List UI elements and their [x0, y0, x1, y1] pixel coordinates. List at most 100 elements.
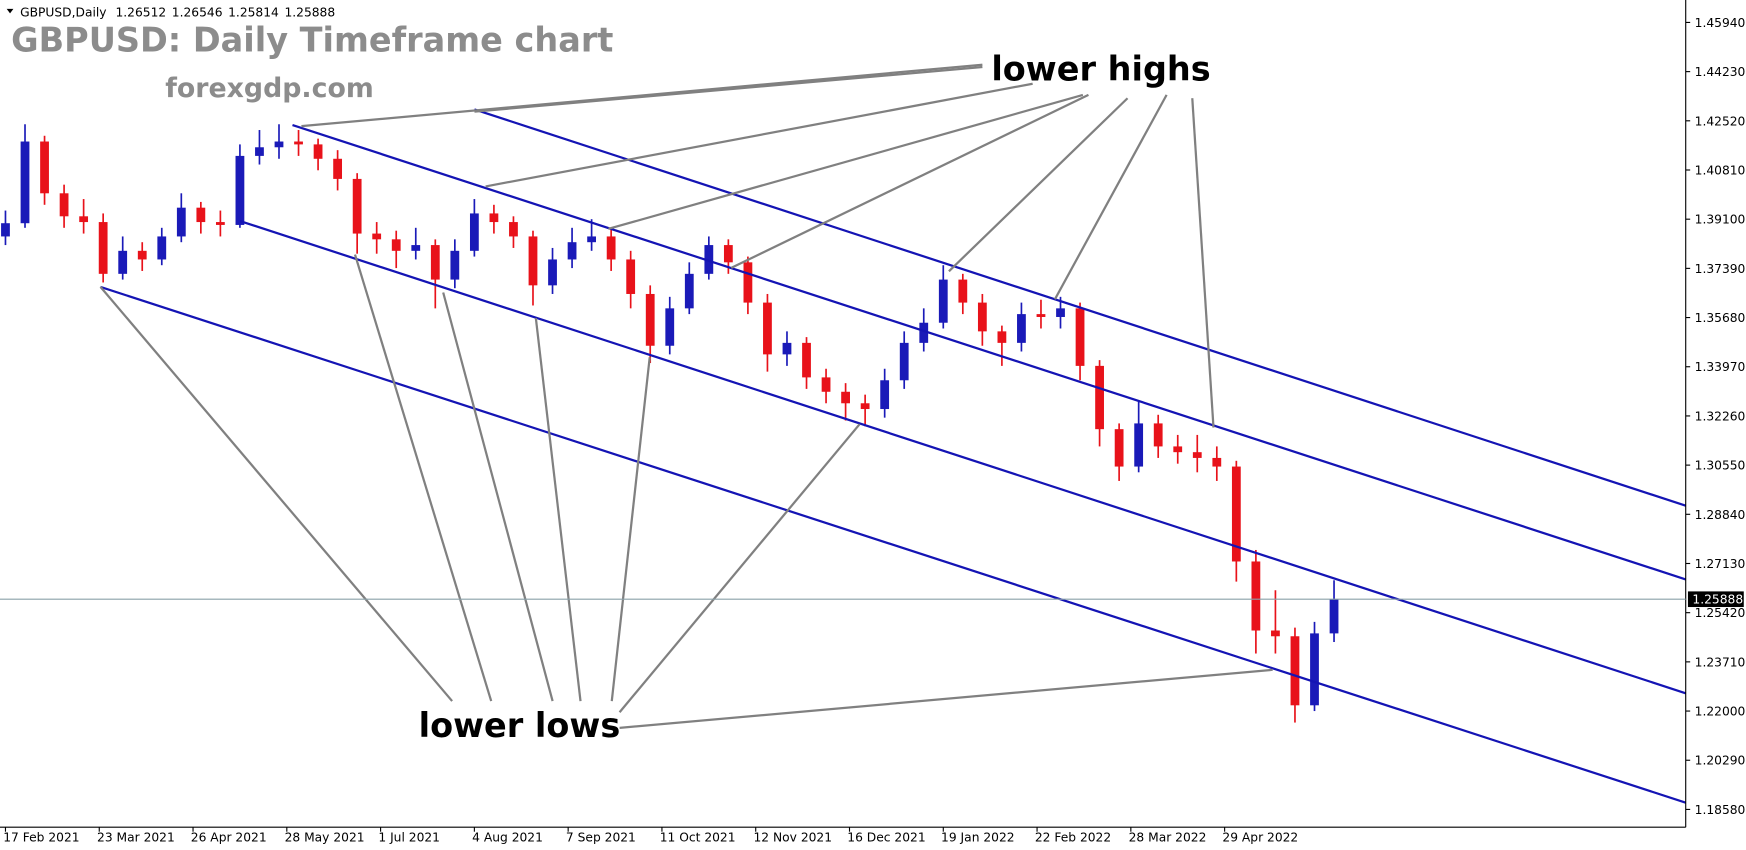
y-tick-label: 1.45940 — [1695, 16, 1746, 30]
candle-body — [606, 236, 616, 260]
y-tick-label: 1.22000 — [1695, 705, 1746, 719]
candle-body — [59, 193, 69, 217]
y-tick-label: 1.35680 — [1695, 311, 1746, 325]
candle-body — [645, 293, 655, 346]
candle-body — [880, 380, 890, 410]
x-tick-label: 28 May 2021 — [285, 831, 365, 845]
pointer — [619, 668, 1273, 729]
candle-body — [567, 242, 577, 260]
candle-body — [411, 245, 421, 251]
candle-body — [1153, 423, 1163, 447]
y-tick-label: 1.25420 — [1695, 606, 1746, 620]
candle-body — [1251, 561, 1261, 631]
price-label-box — [1687, 591, 1744, 608]
pointer — [608, 93, 1084, 230]
high: 1.26546 — [172, 6, 223, 20]
candle-body — [333, 158, 343, 179]
y-tick-label: 1.42520 — [1695, 114, 1746, 128]
annotation: lower highs — [991, 49, 1210, 88]
candle-body — [20, 141, 30, 224]
candle-body — [157, 236, 167, 260]
pointer — [474, 65, 983, 113]
candle-body — [1095, 365, 1104, 430]
candle-body — [352, 178, 362, 234]
candle-body — [821, 377, 831, 392]
candle-body — [118, 250, 128, 274]
pointer — [301, 63, 983, 128]
pointer — [948, 97, 1129, 273]
candle-body — [255, 147, 264, 156]
candle-body — [1231, 466, 1241, 562]
candle-body — [372, 233, 382, 240]
candle-body — [391, 239, 401, 251]
candle-body — [1192, 452, 1202, 458]
candle-body — [665, 308, 675, 346]
candle-body — [1134, 423, 1144, 467]
candle-body — [1075, 308, 1085, 366]
channel-line — [100, 285, 1687, 804]
candle-body — [802, 342, 811, 378]
candle-body — [919, 322, 929, 343]
candle-body — [274, 141, 284, 148]
y-tick-label: 1.39100 — [1695, 213, 1746, 227]
x-tick-label: 7 Sep 2021 — [566, 831, 636, 845]
candle-body — [528, 236, 538, 286]
pointer — [1191, 98, 1215, 428]
x-tick-label: 29 Apr 2022 — [1222, 831, 1298, 845]
close: 1.25888 — [284, 6, 335, 20]
candle-body — [743, 262, 753, 303]
candle-body — [763, 302, 772, 355]
channel-line — [239, 219, 1687, 695]
x-tick-label: 16 Dec 2021 — [847, 831, 925, 845]
y-tick-label: 1.40810 — [1695, 163, 1746, 177]
pointer — [730, 93, 1089, 269]
candle-body — [977, 302, 987, 332]
price-label: 1.25888 — [1692, 593, 1743, 607]
y-tick-label: 1.32260 — [1695, 409, 1746, 423]
candle-body — [1290, 636, 1300, 706]
candle-body — [1271, 630, 1280, 637]
annotation-pointers — [99, 63, 1273, 729]
candle-body — [313, 144, 323, 159]
y-tick-label: 1.30550 — [1695, 459, 1746, 473]
candle-body — [548, 259, 557, 286]
pointer — [442, 292, 554, 702]
candle-body — [489, 213, 499, 223]
candle-body — [704, 245, 714, 274]
candle-body — [958, 279, 968, 303]
candle-body — [1, 223, 10, 237]
candle-body — [1114, 429, 1124, 467]
chart-subtitle: forexgdp.com — [165, 73, 374, 104]
x-tick-label: 17 Feb 2021 — [3, 831, 79, 845]
candle-body — [137, 250, 147, 260]
y-tick-label: 1.20290 — [1695, 754, 1746, 768]
candle-body — [938, 279, 948, 323]
candle-body — [1056, 308, 1065, 317]
candle-body — [684, 273, 694, 309]
candle-body — [723, 245, 733, 263]
annotation: lower lows — [419, 706, 621, 745]
x-tick-label: 11 Oct 2021 — [660, 831, 736, 845]
pointer — [353, 254, 493, 702]
candle-body — [899, 342, 909, 381]
y-tick-label: 1.37390 — [1695, 262, 1746, 276]
candle-body — [176, 207, 186, 237]
plot — [1, 124, 1339, 723]
candle-body — [79, 216, 89, 223]
candle-body — [1017, 314, 1026, 343]
candle-body — [587, 236, 596, 243]
candle-body — [1310, 633, 1319, 706]
candle-body — [430, 245, 440, 280]
menu-arrow[interactable] — [6, 8, 14, 14]
pointer — [485, 82, 1033, 188]
channel-line — [292, 123, 1687, 581]
pointer — [534, 318, 582, 702]
x-tick-label: 12 Nov 2021 — [753, 831, 832, 845]
candle-body — [626, 259, 636, 294]
candle-body — [294, 141, 303, 145]
candle-body — [1212, 457, 1222, 467]
candle-body — [215, 222, 225, 225]
pointer — [99, 286, 453, 702]
x-tick-label: 28 Mar 2022 — [1129, 831, 1207, 845]
x-tick-label: 1 Jul 2021 — [378, 831, 440, 845]
